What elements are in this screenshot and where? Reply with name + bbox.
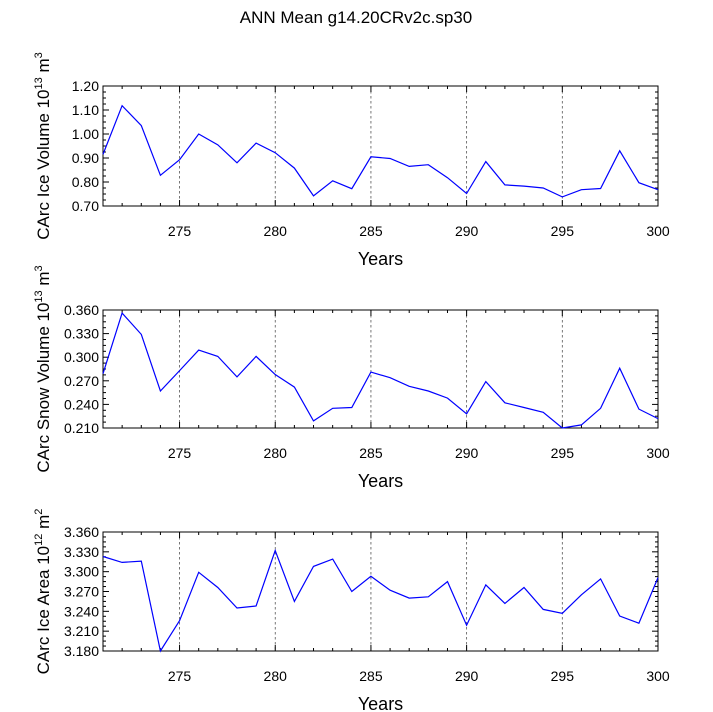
y-tick-label: 0.360 [64,302,99,318]
plot-frame [102,309,659,429]
series-line [102,311,659,429]
series-line [102,104,659,198]
y-tick-label: 3.270 [64,584,99,600]
figure-title: ANN Mean g14.20CRv2c.sp30 [240,8,472,27]
x-tick-label: 285 [359,223,383,239]
plot-frame [102,85,659,207]
y-axis-label: CArc Snow Volume 1013 m3 [33,265,53,472]
y-tick-label: 3.240 [64,603,99,619]
x-tick-label: 275 [168,223,192,239]
y-axis-label: CArc Ice Area 1012 m2 [33,509,53,675]
x-tick-label: 280 [264,223,288,239]
y-tick-label: 0.240 [64,396,99,412]
y-tick-label: 3.360 [64,524,99,540]
y-tick-label: 3.300 [64,564,99,580]
x-tick-label: 275 [168,668,192,684]
y-tick-label: 1.10 [72,102,99,118]
x-tick-label: 300 [646,668,670,684]
y-tick-label: 0.330 [64,326,99,342]
x-tick-label: 280 [264,445,288,461]
y-tick-label: 0.80 [72,174,99,190]
y-tick-label: 3.210 [64,623,99,639]
series-line [102,548,659,653]
x-tick-label: 300 [646,445,670,461]
chart-panel-1: 275 280 285 290 295 300 0.70 0.80 0.90 1.00 1.10 1.… [33,52,670,269]
x-tick-label: 290 [455,223,479,239]
chart-panel-2: 275 280 285 290 295 300 0.210 0.240 0.270 0.300 0.… [33,265,670,491]
y-tick-label: 1.00 [72,126,99,142]
y-tick-label: 3.330 [64,544,99,560]
y-tick-label: 3.180 [64,643,99,659]
x-tick-label: 300 [646,223,670,239]
x-tick-label: 295 [551,223,575,239]
plot-frame [102,531,659,652]
x-tick-label: 280 [264,668,288,684]
y-tick-label: 0.270 [64,373,99,389]
x-tick-label: 285 [359,668,383,684]
x-axis-label: Years [358,471,403,491]
y-axis-label: CArc Ice Volume 1013 m3 [33,52,53,240]
x-tick-label: 290 [455,668,479,684]
x-axis-label: Years [358,249,403,269]
y-tick-label: 0.300 [64,349,99,365]
x-tick-label: 285 [359,445,383,461]
y-tick-label: 0.210 [64,420,99,436]
y-tick-label: 0.70 [72,198,99,214]
y-tick-label: 1.20 [72,78,99,94]
x-axis-label: Years [358,694,403,712]
y-tick-label: 0.90 [72,150,99,166]
x-tick-label: 295 [551,445,575,461]
chart-panel-3: 275 280 285 290 295 300 3.180 3.210 3.240 3.270 3.… [33,509,670,712]
x-tick-label: 290 [455,445,479,461]
x-tick-label: 275 [168,445,192,461]
x-tick-label: 295 [551,668,575,684]
